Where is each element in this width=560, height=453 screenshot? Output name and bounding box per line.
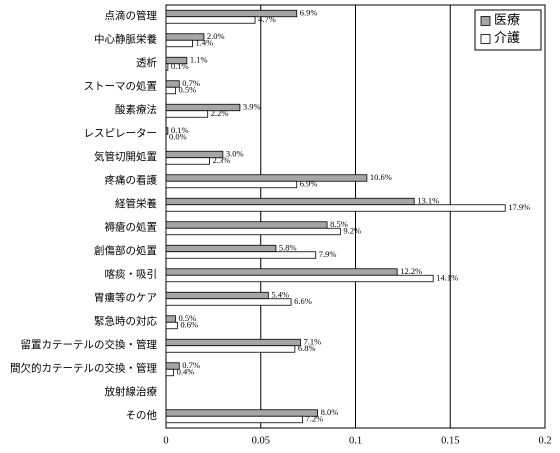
value-label: 0.7% — [182, 360, 200, 370]
value-label: 1.1% — [190, 54, 208, 64]
value-label: 6.6% — [294, 296, 312, 306]
value-label: 6.9% — [300, 7, 318, 17]
value-label: 2.2% — [211, 108, 229, 118]
value-label: 7.1% — [304, 336, 322, 346]
bar — [165, 409, 319, 417]
bar — [165, 197, 415, 206]
y-tick-label: 点滴の管理 — [105, 9, 158, 22]
value-label: 12.2% — [400, 266, 422, 276]
value-label: 3.0% — [226, 148, 244, 158]
legend-label: 介護 — [494, 30, 520, 45]
y-tick-label: 緊急時の対応 — [94, 315, 157, 328]
bar — [165, 127, 169, 135]
value-label: 0.5% — [178, 313, 196, 323]
y-tick-label: 喀痰・吸引 — [105, 268, 158, 281]
y-tick-label: 間欠的カテーテルの交換・管理 — [10, 362, 157, 375]
value-label: 0.0% — [169, 131, 187, 141]
bar — [165, 368, 174, 377]
y-tick-label: 気管切開処置 — [94, 150, 157, 163]
value-label: 7.2% — [305, 413, 323, 423]
value-label: 1.4% — [196, 37, 214, 47]
x-tick-label: 0.1 — [349, 435, 362, 446]
bar — [165, 180, 298, 189]
x-tick-label: 0.05 — [252, 435, 270, 446]
y-tick-label: 中心静脈栄養 — [94, 33, 157, 46]
bar — [165, 157, 210, 165]
bar — [165, 110, 209, 118]
bar — [165, 56, 188, 65]
y-tick-label: 創傷部の処置 — [94, 244, 157, 257]
y-tick-label: レスピレーター — [84, 128, 158, 140]
bar — [165, 86, 176, 95]
value-label: 0.1% — [171, 61, 189, 71]
legend-label: 医療 — [494, 12, 520, 27]
x-tick-label: 0.2 — [538, 435, 551, 446]
bar — [165, 291, 269, 300]
bar — [165, 80, 180, 88]
value-label: 4.7% — [258, 14, 276, 24]
legend-swatch — [480, 34, 491, 44]
value-label: 0.7% — [182, 78, 200, 88]
value-label: 14.1% — [436, 272, 458, 282]
bar — [165, 174, 368, 182]
legend-swatch — [480, 16, 491, 26]
bar — [165, 415, 303, 424]
bar — [165, 39, 193, 48]
value-label: 9.2% — [343, 225, 361, 235]
value-label: 6.9% — [300, 178, 318, 188]
y-tick-label: 留置カテーテルの交換・管理 — [21, 338, 158, 351]
x-tick-label: 0 — [163, 435, 168, 446]
y-tick-label: 疼痛の看護 — [105, 174, 158, 187]
bar — [165, 103, 241, 112]
y-tick-label: ストーマの処置 — [84, 80, 158, 93]
x-tick-label: 0.15 — [441, 435, 459, 446]
bar — [165, 204, 506, 212]
y-tick-label: 透析 — [136, 56, 157, 69]
value-label: 5.4% — [271, 289, 289, 299]
value-label: 5.8% — [279, 242, 297, 252]
bar — [165, 298, 292, 306]
value-label: 6.8% — [298, 343, 316, 353]
bar — [165, 227, 341, 236]
value-label: 2.0% — [207, 31, 225, 41]
bar — [165, 221, 328, 229]
y-tick-label: 褥瘡の処置 — [105, 221, 158, 234]
bar — [165, 345, 296, 353]
y-tick-label: 放射線治療 — [105, 385, 158, 398]
value-label: 8.0% — [321, 407, 339, 417]
value-label: 0.6% — [180, 319, 198, 329]
bar — [165, 315, 176, 323]
bar — [165, 244, 277, 253]
value-label: 8.5% — [330, 219, 348, 229]
y-tick-label: 酸素療法 — [115, 103, 157, 116]
value-label: 0.1% — [171, 125, 189, 135]
y-tick-label: その他 — [126, 409, 158, 422]
value-label: 10.6% — [370, 172, 392, 182]
value-label: 17.9% — [508, 202, 530, 212]
value-label: 2.3% — [213, 155, 231, 165]
value-label: 3.9% — [243, 101, 261, 111]
y-tick-label: 経管栄養 — [115, 197, 157, 210]
value-label: 13.1% — [417, 195, 439, 205]
bar — [165, 321, 178, 330]
value-label: 7.9% — [319, 249, 337, 259]
bar — [165, 9, 298, 18]
bar — [165, 268, 398, 276]
bar — [165, 251, 317, 259]
value-label: 0.5% — [178, 84, 196, 94]
value-label: 0.4% — [177, 366, 195, 376]
bar — [165, 63, 169, 71]
y-tick-label: 胃瘻等のケア — [94, 291, 157, 304]
bar — [165, 338, 301, 347]
bar — [165, 16, 256, 24]
bar — [165, 274, 434, 283]
